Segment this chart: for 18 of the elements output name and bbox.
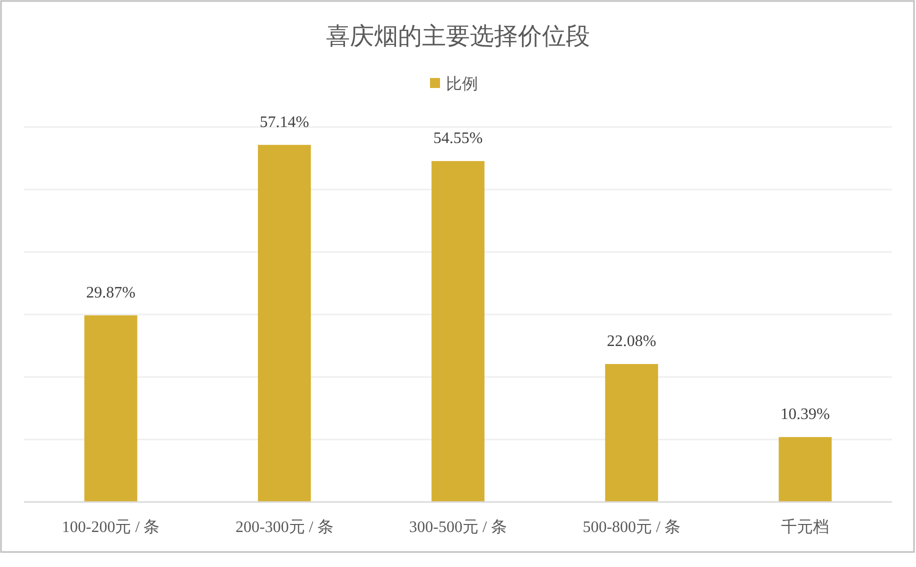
data-label: 10.39% — [780, 406, 830, 424]
x-tick-label: 100-200元 / 条 — [62, 519, 160, 536]
data-label: 54.55% — [433, 130, 483, 148]
bar — [84, 315, 138, 502]
data-label: 29.87% — [86, 284, 136, 302]
bar — [605, 364, 658, 502]
bar — [258, 144, 311, 502]
legend-label: 比例 — [446, 75, 478, 93]
chart-title: 喜庆烟的主要选择价位段 — [326, 23, 590, 50]
x-tick-label: 200-300元 / 条 — [236, 519, 334, 536]
legend: 比例 — [430, 76, 478, 93]
x-tick-label: 300-500元 / 条 — [409, 519, 507, 536]
x-tick-label: 500-800元 / 条 — [582, 519, 680, 536]
data-label: 57.14% — [260, 114, 310, 131]
data-label: 22.08% — [606, 333, 656, 350]
bar — [432, 161, 484, 502]
bar — [778, 437, 832, 502]
x-tick-label: 千元档 — [781, 518, 830, 536]
